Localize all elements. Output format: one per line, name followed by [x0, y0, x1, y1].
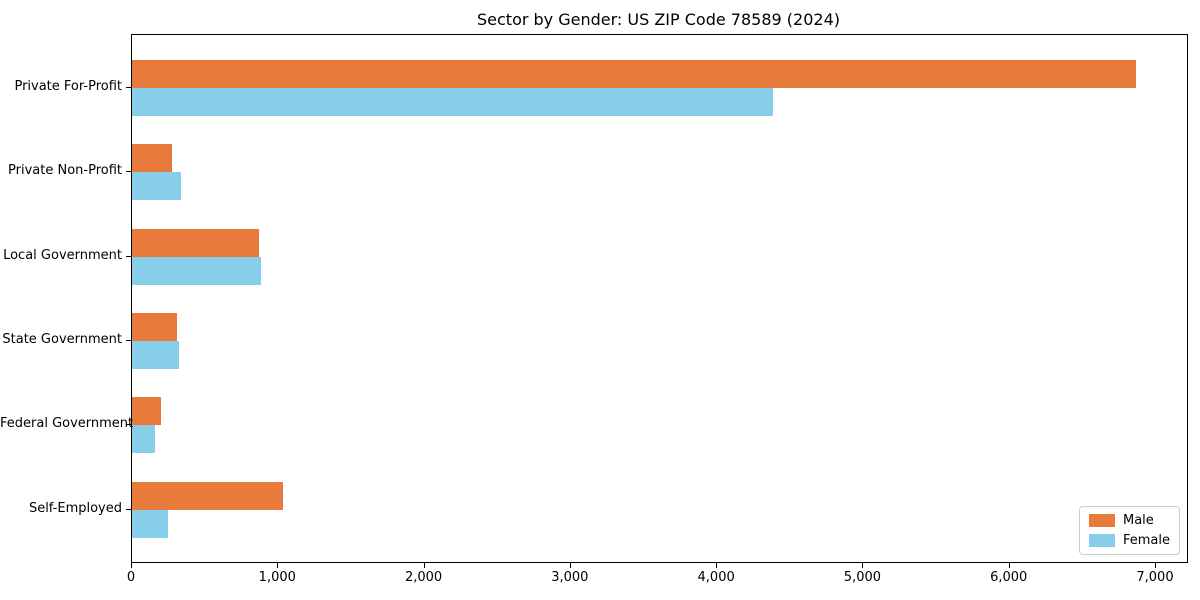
y-tick-label: Private For-Profit	[14, 79, 122, 95]
legend-swatch-female	[1088, 534, 1115, 547]
x-tick-label: 1,000	[258, 570, 296, 585]
bar-male-0	[132, 60, 1136, 89]
bar-female-5	[132, 509, 168, 538]
y-tick-label: Self-Employed	[28, 500, 122, 516]
legend-item-male: Male	[1088, 513, 1170, 528]
chart-title: Sector by Gender: US ZIP Code 78589 (202…	[477, 10, 840, 29]
legend-label-male: Male	[1122, 513, 1154, 528]
bar-male-1	[132, 144, 173, 173]
plot-area: Male Female	[131, 34, 1188, 563]
bar-male-3	[132, 312, 178, 341]
bar-male-4	[132, 397, 162, 426]
legend-label-female: Female	[1122, 533, 1170, 548]
y-tick-mark	[126, 171, 131, 173]
bar-male-2	[132, 228, 260, 257]
y-tick-mark	[126, 339, 131, 341]
bar-male-5	[132, 481, 283, 510]
x-tick-mark	[131, 563, 132, 568]
bar-female-3	[132, 340, 179, 369]
x-tick-label: 0	[126, 570, 136, 585]
x-tick-mark	[569, 563, 571, 568]
y-tick-mark	[126, 255, 131, 257]
y-tick-label: Federal Government	[0, 416, 134, 432]
x-tick-label: 3,000	[551, 570, 589, 585]
legend: Male Female	[1078, 506, 1180, 555]
legend-item-female: Female	[1088, 533, 1170, 548]
y-tick-mark	[126, 87, 131, 89]
x-tick-mark	[1154, 563, 1156, 568]
x-tick-label: 5,000	[843, 570, 882, 585]
x-tick-mark	[277, 563, 279, 568]
x-tick-label: 6,000	[990, 570, 1028, 585]
bar-female-0	[132, 88, 773, 117]
legend-swatch-male	[1088, 514, 1115, 527]
x-tick-label: 4,000	[697, 570, 735, 585]
x-tick-label: 2,000	[404, 570, 443, 585]
x-tick-mark	[716, 563, 718, 568]
x-tick-mark	[1008, 563, 1010, 568]
y-tick-mark	[126, 424, 131, 426]
x-tick-mark	[862, 563, 864, 568]
bar-female-2	[132, 256, 262, 285]
y-tick-mark	[126, 508, 131, 510]
y-tick-label: State Government	[2, 331, 122, 347]
bar-female-4	[132, 425, 155, 454]
x-tick-label: 7,000	[1136, 570, 1174, 585]
y-tick-label: Local Government	[3, 247, 122, 263]
y-tick-label: Private Non-Profit	[8, 163, 122, 179]
x-tick-mark	[423, 563, 425, 568]
bar-female-1	[132, 172, 181, 201]
